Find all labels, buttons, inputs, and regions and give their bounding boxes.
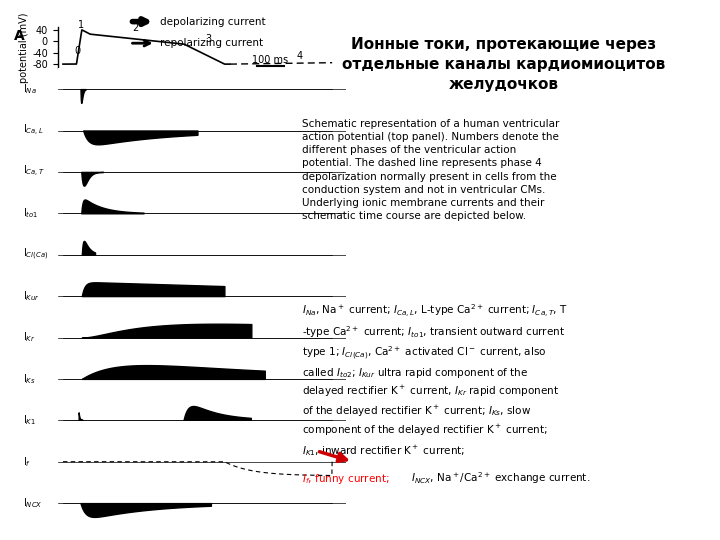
Text: $I_{NCX}$, Na$^+$/Ca$^{2+}$ exchange current.: $I_{NCX}$, Na$^+$/Ca$^{2+}$ exchange cur…: [411, 470, 590, 486]
Text: 3: 3: [206, 34, 212, 44]
Text: I$_{Ca,L}$: I$_{Ca,L}$: [23, 123, 44, 138]
Text: A: A: [14, 29, 25, 43]
Text: 4: 4: [297, 51, 303, 61]
Text: I$_{Ca,T}$: I$_{Ca,T}$: [23, 164, 45, 179]
Text: $I_{Na}$, Na$^+$ current; $I_{Ca,L}$, L-type Ca$^{2+}$ current; $I_{Ca,T}$, T
-t: $I_{Na}$, Na$^+$ current; $I_{Ca,L}$, L-…: [302, 302, 568, 458]
Text: 1: 1: [78, 19, 84, 30]
Text: I$_{Kr}$: I$_{Kr}$: [23, 330, 35, 345]
Text: I$_{Kur}$: I$_{Kur}$: [23, 289, 40, 303]
Text: repolarizing current: repolarizing current: [160, 38, 263, 48]
Text: I$_{Na}$: I$_{Na}$: [23, 82, 37, 96]
Text: Ионные токи, протекающие через
отдельные каналы кардиомиоцитов
желудочков: Ионные токи, протекающие через отдельные…: [343, 37, 665, 92]
Text: depolarizing current: depolarizing current: [160, 17, 266, 26]
Text: I$_{K1}$: I$_{K1}$: [23, 414, 36, 427]
Text: I$_{f}$: I$_{f}$: [23, 455, 31, 469]
Text: I$_{Cl(Ca)}$: I$_{Cl(Ca)}$: [23, 247, 48, 262]
Text: I$_{Ks}$: I$_{Ks}$: [23, 372, 36, 386]
Text: 100 ms: 100 ms: [252, 55, 288, 65]
Text: Schematic representation of a human ventricular
action potential (top panel). Nu: Schematic representation of a human vent…: [302, 119, 559, 221]
Text: 0: 0: [75, 45, 81, 56]
Y-axis label: potential (mV): potential (mV): [19, 12, 30, 83]
Text: I$_{NCX}$: I$_{NCX}$: [23, 496, 42, 510]
Text: $I_f$, funny current;: $I_f$, funny current;: [302, 472, 390, 486]
Text: I$_{to1}$: I$_{to1}$: [23, 206, 38, 220]
Text: 2: 2: [132, 23, 139, 33]
